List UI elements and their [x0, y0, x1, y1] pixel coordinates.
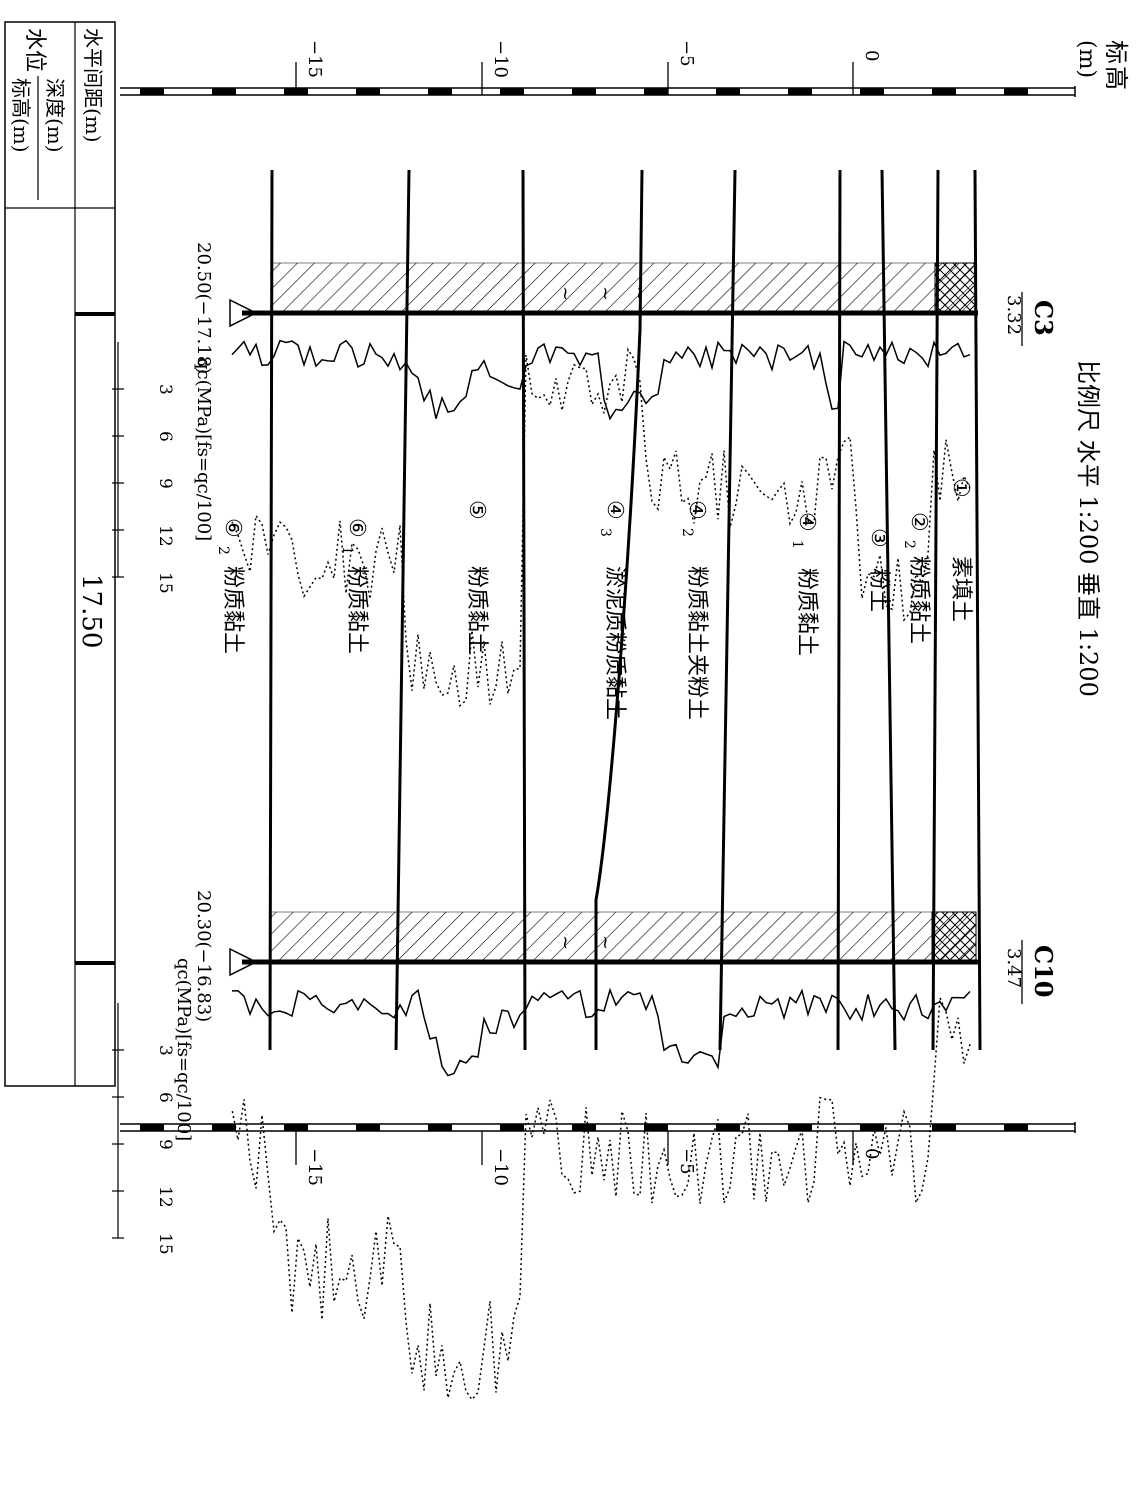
tick-label-m15: −15 — [304, 40, 325, 78]
c3-elevation: 3.32 — [1003, 295, 1024, 335]
layer-5-name: 粉质黏土 — [464, 566, 489, 654]
layer-43-num: ④ — [602, 500, 627, 520]
qc-scale-tick: 9 — [155, 1139, 175, 1150]
tick-label-0-bottom: 0 — [861, 1148, 882, 1159]
scale-text: 比例尺 水平 1:200 垂直 1:200 — [1074, 360, 1102, 697]
tick-label-m10: −10 — [490, 40, 511, 78]
layer-42-sub: 2 — [679, 528, 695, 537]
qc-scale-tick: 3 — [155, 384, 175, 395]
svg-text:~: ~ — [629, 286, 650, 301]
c10-depth-label: 20.30(−16.83) — [193, 890, 214, 1022]
layer-43-sub: 3 — [597, 528, 613, 537]
layer-61-name: 粉质黏土 — [344, 566, 369, 654]
info-table: 水平间距(m) 水位 深度(m) 标高(m) 17.50 — [4, 21, 116, 1087]
tick-label-m15-bottom: −15 — [304, 1148, 325, 1186]
borehole-c10: C10 3.47 20.30(−16.83) qc(MPa)[fs=qc/100… — [112, 890, 1058, 1255]
spacing-value: 17.50 — [76, 574, 106, 648]
qc-scale-tick: 3 — [155, 1045, 175, 1056]
silt-marks: ~ ~ ~ ~ ~ — [555, 286, 650, 950]
svg-text:~: ~ — [555, 286, 576, 301]
layer-boundaries — [268, 169, 982, 1051]
layer-2-num: ② — [906, 512, 931, 532]
c10-qc-label: qc(MPa)[fs=qc/100] — [173, 958, 194, 1141]
layer-41-num: ④ — [794, 512, 819, 532]
layer-2-sub: 2 — [901, 540, 917, 549]
elevation-axis-bottom: 0 −5 −10 −15 — [120, 1122, 1076, 1186]
layer-labels: ① 素填土 ② 2 粉质黏土 ③ 粉土 ④ 1 粉质黏土 ④ 2 粉质黏土夹粉土… — [215, 478, 973, 720]
tick-label-m5: −5 — [676, 40, 697, 67]
tick-label-0: 0 — [861, 50, 882, 61]
tick-label-m5-bottom: −5 — [676, 1148, 697, 1175]
tick-label-m10-bottom: −10 — [490, 1148, 511, 1186]
layer-62-name: 粉质黏土 — [220, 566, 245, 654]
title-scale: 比例尺 水平 1:200 垂直 1:200 — [1074, 360, 1102, 697]
c3-depth-label: 20.50(−17.18) — [193, 242, 214, 374]
qc-scale-tick: 6 — [155, 431, 175, 442]
layer-42-name: 粉质黏土夹粉土 — [684, 566, 709, 720]
layer-3-name: 粉土 — [866, 568, 891, 612]
c10-id: C10 — [1029, 945, 1058, 998]
layer-42-num: ④ — [684, 500, 709, 520]
elevation-axis-top — [120, 86, 1076, 97]
layer-3-num: ③ — [866, 528, 891, 548]
layer-61-num: ⑥ — [344, 518, 369, 538]
layer-43-name: 淤泥质粉质黏土 — [602, 566, 627, 720]
svg-text:~: ~ — [595, 935, 616, 950]
layer-62-sub: 2 — [215, 546, 231, 555]
cpt-curves — [231, 339, 971, 1401]
qc-scale-tick: 12 — [155, 525, 175, 547]
row-depth-bottom: 标高(m) — [9, 78, 33, 153]
borehole-c3: C3 3.32 20.50(−17.18) qc(MPa)[fs=qc/100]… — [112, 242, 1058, 594]
svg-text:~: ~ — [555, 935, 576, 950]
qc-scale-tick: 9 — [155, 478, 175, 489]
layer-2-name: 粉质黏土 — [906, 556, 931, 644]
row-spacing-label: 水平间距(m) — [81, 28, 105, 143]
c3-qc-label: qc(MPa)[fs=qc/100] — [193, 358, 214, 541]
qc-scale-tick: 6 — [155, 1092, 175, 1103]
axis-title-char-2: 高 — [1102, 66, 1130, 90]
row-depth-top: 深度(m) — [43, 78, 67, 153]
row-depth-prefix: 水位 — [22, 28, 47, 72]
layer-1-name: 素填土 — [948, 556, 973, 622]
qc-scale-tick: 15 — [155, 1233, 175, 1255]
qc-scale-tick: 15 — [155, 572, 175, 594]
c10-elevation: 3.47 — [1003, 948, 1024, 988]
axis-title-char-1: 标 — [1102, 40, 1130, 64]
layer-1-num: ① — [948, 478, 973, 498]
layer-61-sub: 1 — [339, 546, 355, 555]
qc-scale-tick: 12 — [155, 1186, 175, 1208]
elevation-axis-title: 标 高 (m) — [1074, 40, 1130, 90]
layer-41-name: 粉质黏土 — [794, 568, 819, 656]
elevation-ticks-top: 0 −5 −10 −15 — [295, 40, 882, 95]
layer-41-sub: 1 — [789, 540, 805, 549]
c3-id: C3 — [1029, 300, 1058, 336]
svg-text:~: ~ — [595, 286, 616, 301]
layer-62-num: ⑥ — [220, 518, 245, 538]
axis-unit: (m) — [1074, 40, 1099, 78]
layer-5-num: ⑤ — [464, 500, 489, 520]
